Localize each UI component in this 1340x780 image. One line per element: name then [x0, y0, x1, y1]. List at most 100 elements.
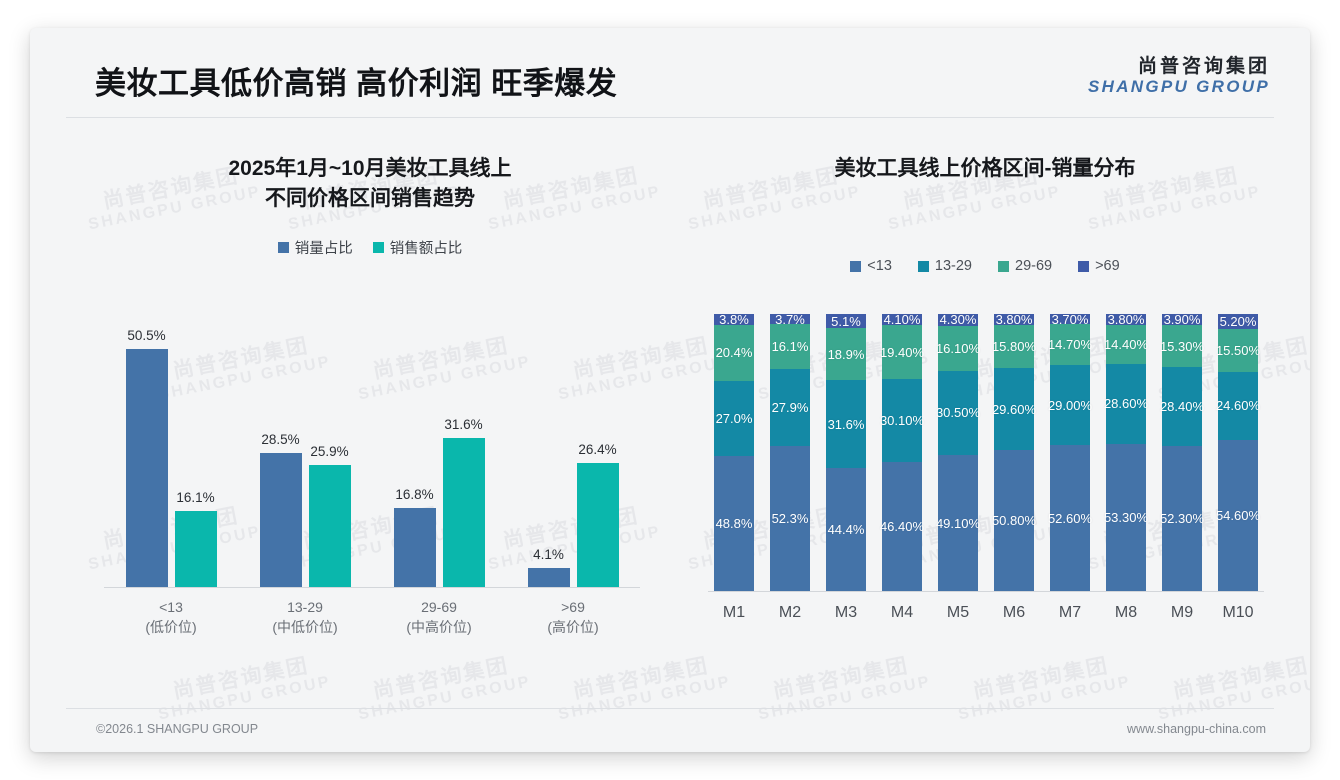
- stacked-bar-column[interactable]: 5.1% 18.9% 31.6% 44.4%: [826, 314, 866, 591]
- x-axis-tick-label: M9: [1170, 604, 1194, 621]
- legend-item[interactable]: 13-29: [917, 258, 972, 275]
- stacked-bar-segment[interactable]: 49.10%: [936, 455, 980, 591]
- stacked-bar-segment[interactable]: 30.50%: [935, 370, 981, 455]
- segment-value-label: 4.30%: [939, 312, 977, 328]
- legend-item[interactable]: >69: [1078, 258, 1120, 274]
- bar[interactable]: [174, 511, 217, 587]
- stacked-bar-chart: 3.8% 20.4% 27.0% 48.8% 3.7% 16.1% 27.9% 52.3% 5.…: [700, 312, 1272, 636]
- stacked-bar-segment[interactable]: 3.80%: [994, 312, 1034, 327]
- bar[interactable]: [259, 452, 302, 587]
- bar-column[interactable]: 31.6%: [442, 328, 485, 587]
- legend-item[interactable]: 销售额占比: [372, 237, 462, 258]
- stacked-bar-segment[interactable]: 3.7%: [770, 312, 810, 327]
- bar[interactable]: [576, 462, 619, 587]
- x-axis-tick-note: (低价位): [145, 619, 197, 636]
- bar[interactable]: [393, 507, 436, 587]
- stacked-bar-column[interactable]: 3.90% 15.30% 28.40% 52.30%: [1160, 312, 1204, 591]
- stacked-bar-segment[interactable]: 15.50%: [1216, 328, 1260, 372]
- x-axis-tick-range: <13: [159, 599, 183, 615]
- stacked-bar-segment[interactable]: 16.1%: [770, 324, 810, 369]
- legend-label: 13-29: [934, 258, 972, 275]
- bar-column[interactable]: 26.4%: [576, 328, 619, 587]
- legend-item[interactable]: 销量占比: [277, 237, 353, 258]
- legend-label: >69: [1095, 258, 1120, 275]
- stacked-bar-segment[interactable]: 20.4%: [714, 324, 754, 382]
- bar-column[interactable]: 4.1%: [527, 328, 570, 587]
- stacked-bar-segment[interactable]: 18.9%: [826, 328, 866, 381]
- bar-column[interactable]: 16.1%: [174, 328, 217, 587]
- chart-panel-left: 2025年1月~10月美妆工具线上 不同价格区间销售趋势 销量占比 销售额占比 5…: [60, 128, 680, 708]
- stacked-bar-column[interactable]: 3.8% 20.4% 27.0% 48.8%: [714, 312, 754, 591]
- legend-item[interactable]: <13: [850, 258, 892, 274]
- stacked-bar-segment[interactable]: 52.60%: [1048, 445, 1092, 591]
- legend-swatch-icon: [277, 241, 289, 253]
- stacked-bar-segment[interactable]: 5.1%: [826, 314, 866, 329]
- segment-value-label: 31.6%: [827, 416, 865, 432]
- stacked-bar-segment[interactable]: 29.60%: [992, 368, 1036, 451]
- stacked-bar-segment[interactable]: 31.6%: [826, 380, 866, 469]
- bar-column[interactable]: 25.9%: [308, 328, 351, 587]
- stacked-bar-segment[interactable]: 5.20%: [1218, 314, 1258, 329]
- bar-group: 50.5% 16.1%: [104, 328, 238, 587]
- bar-value-label: 16.8%: [395, 486, 434, 502]
- stacked-bar-segment[interactable]: 14.40%: [1104, 324, 1148, 365]
- stacked-bar-segment[interactable]: 54.60%: [1216, 439, 1260, 591]
- stacked-bar-plot-area: 3.8% 20.4% 27.0% 48.8% 3.7% 16.1% 27.9% 52.3% 5.…: [708, 312, 1264, 592]
- segment-value-label: 14.70%: [1047, 337, 1093, 353]
- stacked-bar-segment[interactable]: 48.8%: [714, 455, 754, 591]
- x-axis-tick-label: M7: [1058, 604, 1082, 621]
- stacked-bar-segment[interactable]: 15.80%: [992, 324, 1036, 369]
- bar-value-label: 26.4%: [578, 441, 617, 457]
- stacked-bar-segment[interactable]: 50.80%: [991, 450, 1037, 591]
- stacked-bar-column[interactable]: 3.80% 14.40% 28.60% 53.30%: [1104, 312, 1148, 591]
- stacked-bar-segment[interactable]: 3.70%: [1050, 312, 1090, 327]
- stacked-bar-segment[interactable]: 44.4%: [826, 468, 866, 591]
- chart-title-right: 美妆工具线上价格区间-销量分布: [834, 157, 1136, 180]
- stacked-bar-column[interactable]: 4.10% 19.40% 30.10% 46.40%: [880, 312, 924, 591]
- stacked-bar-segment[interactable]: 3.80%: [1106, 312, 1146, 327]
- bar[interactable]: [527, 567, 570, 587]
- segment-value-label: 52.3%: [771, 511, 809, 527]
- stacked-bar-segment[interactable]: 27.9%: [770, 368, 810, 447]
- stacked-bar-segment[interactable]: 46.40%: [880, 462, 924, 591]
- segment-value-label: 27.9%: [771, 400, 809, 415]
- stacked-bar-segment[interactable]: 3.90%: [1162, 312, 1202, 328]
- stacked-bar-segment[interactable]: 28.40%: [1160, 367, 1204, 447]
- segment-value-label: 50.80%: [991, 513, 1037, 529]
- slide-canvas: 尚普咨询集团 SHANGPU GROUP 尚普咨询集团 SHANGPU GROUP 尚普…: [30, 28, 1310, 752]
- bar[interactable]: [442, 438, 485, 587]
- legend-item[interactable]: 29-69: [998, 258, 1052, 274]
- stacked-bar-segment[interactable]: 16.10%: [936, 325, 980, 371]
- stacked-bar-segment[interactable]: 52.3%: [770, 446, 810, 591]
- stacked-bar-segment[interactable]: 27.0%: [714, 381, 754, 456]
- bar-value-label: 28.5%: [261, 431, 300, 447]
- stacked-bar-column[interactable]: 3.70% 14.70% 29.00% 52.60%: [1047, 312, 1093, 591]
- stacked-bar-segment[interactable]: 14.70%: [1047, 324, 1093, 365]
- stacked-bar-segment[interactable]: 53.30%: [1104, 443, 1148, 591]
- segment-value-label: 3.90%: [1163, 312, 1201, 328]
- chart-title-left: 2025年1月~10月美妆工具线上 不同价格区间销售趋势: [60, 154, 680, 215]
- stacked-bar-segment[interactable]: 4.30%: [938, 312, 978, 328]
- stacked-bar-segment[interactable]: 30.10%: [880, 379, 924, 463]
- stacked-bar-segment[interactable]: 19.40%: [880, 325, 924, 380]
- segment-value-label: 30.50%: [935, 405, 981, 421]
- stacked-bar-segment[interactable]: 28.60%: [1104, 364, 1148, 444]
- bar[interactable]: [308, 465, 351, 587]
- bar-column[interactable]: 16.8%: [393, 328, 436, 587]
- stacked-bar-segment[interactable]: 29.00%: [1048, 364, 1092, 446]
- stacked-bar-column[interactable]: 4.30% 16.10% 30.50% 49.10%: [935, 312, 981, 591]
- bar-column[interactable]: 28.5%: [259, 328, 302, 587]
- stacked-bar-column[interactable]: 5.20% 15.50% 24.60% 54.60%: [1216, 314, 1260, 591]
- stacked-bar-segment[interactable]: 24.60%: [1216, 371, 1260, 440]
- stacked-bar-column[interactable]: 3.80% 15.80% 29.60% 50.80%: [991, 312, 1037, 591]
- bar[interactable]: [125, 349, 168, 587]
- chart-panel-right: 美妆工具线上价格区间-销量分布 <13 13-29 29-69 >69 3.8% 20.…: [680, 128, 1290, 708]
- stacked-bar-segment[interactable]: 15.30%: [1160, 325, 1204, 368]
- bar-column[interactable]: 50.5%: [125, 328, 168, 587]
- stacked-bar-column[interactable]: 3.7% 16.1% 27.9% 52.3%: [770, 312, 810, 591]
- stacked-bar-segment[interactable]: 3.8%: [714, 312, 754, 327]
- stacked-bar-segment[interactable]: 4.10%: [882, 312, 922, 327]
- segment-value-label: 16.1%: [771, 339, 809, 355]
- stacked-bar-segment[interactable]: 52.30%: [1160, 446, 1204, 591]
- legend-label: 29-69: [1015, 258, 1053, 275]
